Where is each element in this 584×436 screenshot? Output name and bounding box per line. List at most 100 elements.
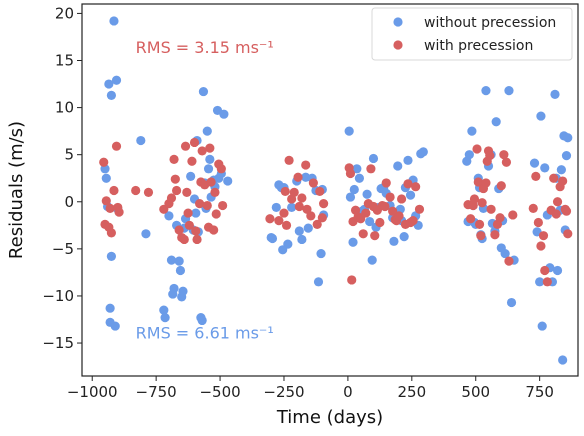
data-point [414,204,425,214]
y-axis-label: Residuals (m/s) [6,121,27,259]
data-point [533,217,543,228]
legend-entry: without precession [424,15,556,31]
data-point [496,181,506,191]
x-tick-label: 250 [397,383,426,401]
data-point [223,176,233,186]
data-point [164,211,174,221]
data-point [551,209,561,219]
data-point [380,201,390,212]
data-point [358,229,368,239]
data-point [106,251,117,261]
data-point [197,315,207,326]
ticks-layer: −1000 −750 −500 −250 0 250 500 750 −15 −10 −5 0 5 10 1… [42,4,554,401]
data-point [106,228,117,238]
data-point [500,248,510,259]
data-point [370,231,380,241]
y-tick-label: −15 [42,334,74,352]
data-point [109,185,119,196]
data-point [388,206,398,216]
data-point [183,208,193,218]
data-point [352,164,362,174]
data-point [550,89,560,100]
data-point [191,208,201,218]
data-point [348,237,358,247]
data-point [472,144,482,154]
data-point [542,277,552,287]
data-point [166,193,177,203]
data-point [499,150,509,160]
y-tick-label: −10 [42,287,74,305]
data-point [558,176,568,186]
data-point [504,256,514,266]
data-point [114,207,124,217]
data-point [473,177,483,187]
data-point [306,211,316,221]
data-point [399,232,409,242]
data-point [280,186,290,197]
data-point [169,154,179,164]
data-point [403,155,413,165]
data-point [389,236,399,246]
data-point [477,198,487,208]
data-point [308,178,318,188]
data-point [180,141,191,151]
data-point [202,200,212,211]
x-tick-label: 750 [525,383,554,401]
data-point [563,133,573,143]
data-point [216,164,226,174]
data-point [198,86,209,97]
data-point [418,147,428,157]
data-point [106,90,117,100]
data-point [491,117,501,127]
data-point [490,230,500,240]
rms-annotation-with-precession: RMS = 3.15 ms⁻¹ [136,38,274,57]
data-point [283,239,293,249]
data-point [219,109,229,119]
data-point [506,297,517,308]
data-point [303,223,313,233]
data-point [467,126,477,136]
data-point [345,168,356,179]
data-point [169,283,179,294]
data-point [476,231,486,241]
data-point [561,151,572,161]
x-tick-label: 0 [343,383,353,401]
data-point [316,248,326,259]
data-point [131,185,141,196]
data-point [536,111,546,121]
data-point [528,203,538,213]
data-point [408,216,418,226]
data-point [274,216,284,226]
points-layer [99,16,573,365]
data-point [469,194,480,204]
annotations: RMS = 3.15 ms⁻¹ RMS = 6.61 ms⁻¹ [136,38,274,342]
data-point [315,186,325,197]
data-point [267,233,278,244]
data-point [552,197,563,207]
data-point [265,214,275,224]
legend-entry: with precession [424,38,533,54]
data-point [361,208,371,218]
data-point [182,187,192,197]
data-point [558,355,568,365]
data-point [159,305,169,315]
data-point [99,157,109,167]
y-tick-label: 0 [64,193,74,211]
plot-frame [81,3,579,377]
data-point [210,187,220,197]
data-point [279,208,289,218]
data-point [294,201,304,212]
data-point [184,220,194,230]
data-point [218,200,228,211]
data-point [178,286,188,296]
data-point [175,265,186,276]
rms-annotation-without-precession: RMS = 6.61 ms⁻¹ [136,323,274,342]
data-point [366,164,376,174]
data-point [160,313,170,323]
legend-marker [393,40,403,50]
data-point [552,265,563,276]
data-point [508,210,518,220]
data-point [486,204,496,214]
data-point [393,161,403,171]
